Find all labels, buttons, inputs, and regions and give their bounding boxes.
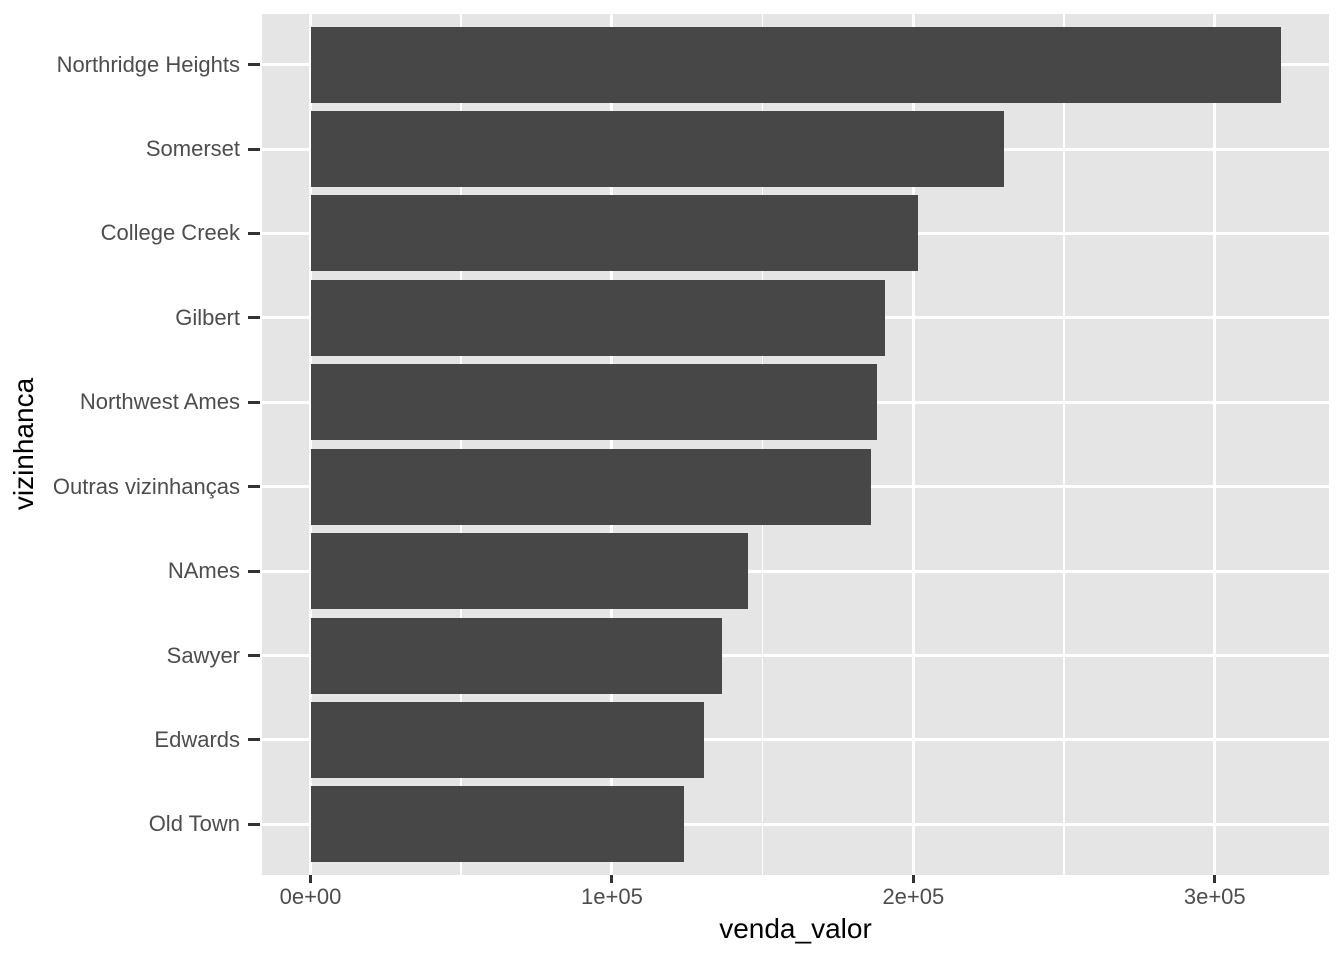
- y-tick-label: Northwest Ames: [79, 389, 240, 415]
- y-tick-label: Edwards: [154, 726, 240, 752]
- x-tick-mark: [610, 875, 614, 883]
- bar-sawyer: [310, 617, 722, 694]
- y-tick-mark: [248, 485, 260, 489]
- plot-panel: [262, 14, 1329, 875]
- x-axis-title: venda_valor: [719, 913, 872, 944]
- gridline-major-vertical: [1213, 14, 1217, 875]
- y-tick-mark: [248, 569, 260, 573]
- gridline-major-horizontal: [262, 738, 1329, 742]
- x-tick-label: 1e+05: [581, 884, 643, 909]
- y-tick-label: Northridge Heights: [56, 51, 240, 77]
- y-tick-mark: [248, 147, 260, 151]
- x-tick-mark: [309, 875, 313, 883]
- y-tick-label: Gilbert: [175, 304, 240, 330]
- gridline-major-horizontal: [262, 569, 1329, 573]
- bar-somerset: [310, 111, 1004, 188]
- y-tick-mark: [248, 654, 260, 658]
- x-tick-label: 3e+05: [1183, 884, 1246, 909]
- gridline-major-horizontal: [262, 654, 1329, 658]
- x-tick-label: 2e+05: [882, 884, 945, 909]
- y-tick-mark: [248, 822, 260, 826]
- y-tick-label: Outras vizinhanças: [52, 473, 240, 499]
- bar-edwards: [310, 701, 704, 778]
- y-tick-mark: [248, 231, 260, 235]
- bar-gilbert: [310, 279, 885, 356]
- bar-northwest-ames: [310, 364, 878, 441]
- bar-names: [310, 533, 748, 610]
- y-tick-label: NAmes: [167, 558, 240, 584]
- gridline-major-vertical: [911, 14, 915, 875]
- x-tick-label: 0e+00: [279, 884, 342, 909]
- y-tick-label: College Creek: [100, 220, 240, 246]
- bar-old-town: [310, 786, 685, 863]
- x-tick-mark: [1213, 875, 1217, 883]
- y-tick-label: Somerset: [145, 136, 240, 162]
- y-axis-title: vizinhanca: [8, 377, 39, 511]
- gridline-minor-vertical: [761, 14, 764, 875]
- gridline-major-horizontal: [262, 822, 1329, 826]
- gridline-major-vertical: [309, 14, 313, 875]
- bar-northridge-heights: [310, 26, 1282, 103]
- y-tick-mark: [248, 316, 260, 320]
- x-tick-mark: [911, 875, 915, 883]
- gridline-minor-vertical: [460, 14, 462, 875]
- y-tick-mark: [248, 400, 260, 404]
- bar-college-creek: [310, 195, 918, 272]
- y-tick-mark: [248, 738, 260, 742]
- y-tick-label: Sawyer: [166, 642, 240, 668]
- y-tick-mark: [248, 63, 260, 67]
- gridline-minor-vertical: [1063, 14, 1065, 875]
- y-tick-label: Old Town: [148, 811, 240, 837]
- gridline-major-vertical: [610, 14, 614, 875]
- bar-outras-vizinhan-as: [310, 448, 872, 525]
